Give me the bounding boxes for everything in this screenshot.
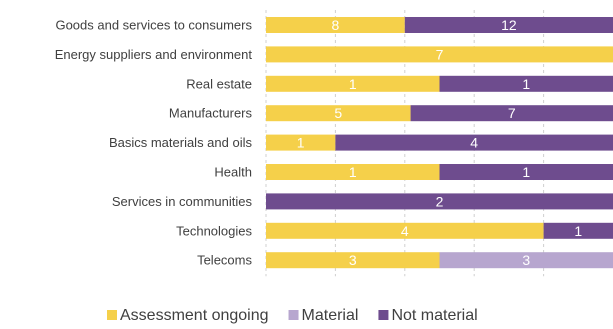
bars: [266, 17, 613, 269]
bar-segment: [439, 164, 613, 180]
data-label: 5: [334, 105, 342, 121]
data-label: 4: [401, 223, 409, 239]
bar-segment: [335, 134, 613, 151]
bar-segment: [439, 252, 613, 269]
bar-segment: [404, 17, 613, 33]
legend-label: Not material: [391, 307, 477, 324]
data-label: 1: [522, 164, 530, 180]
data-label: 12: [501, 17, 517, 33]
data-label: 1: [574, 223, 582, 239]
legend-label: Material: [302, 307, 359, 324]
bar-segment: [266, 75, 440, 92]
legend-label: Assessment ongoing: [120, 307, 269, 324]
data-label: 2: [436, 193, 444, 209]
category-label: Real estate: [186, 76, 252, 91]
category-labels: Goods and services to consumers Energy su…: [55, 18, 253, 268]
bar-segment: [266, 252, 440, 269]
category-label: Technologies: [176, 223, 252, 238]
category-label: Goods and services to consumers: [55, 18, 252, 33]
data-label: 8: [332, 17, 340, 33]
data-label: 4: [470, 135, 478, 151]
category-label: Energy suppliers and environment: [55, 47, 253, 62]
bar-segment: [266, 105, 411, 122]
category-label: Health: [214, 165, 252, 180]
bar-segment: [266, 164, 440, 180]
category-label: Services in communities: [112, 194, 253, 209]
legend-swatch: [107, 310, 117, 320]
data-label: 7: [508, 105, 516, 121]
category-label: Basics materials and oils: [109, 135, 253, 150]
bar-segment: [543, 222, 613, 239]
bar-segment: [266, 193, 613, 210]
data-label: 7: [436, 46, 444, 62]
bar-segment: [266, 46, 613, 63]
legend-swatch: [378, 310, 389, 320]
bar-segment: [410, 105, 613, 122]
data-label: 1: [297, 135, 305, 151]
data-label: 1: [349, 76, 357, 92]
data-label: 3: [349, 252, 357, 268]
category-label: Manufacturers: [169, 106, 253, 121]
legend-swatch: [288, 310, 299, 320]
data-label: 1: [349, 164, 357, 180]
data-label: 1: [522, 76, 530, 92]
bar-segment: [266, 134, 336, 151]
bar-segment: [439, 75, 613, 92]
category-label: Telecoms: [197, 253, 252, 268]
bar-segment: [266, 222, 544, 239]
data-label: 3: [522, 252, 530, 268]
legend: Assessment ongoing Material Not material: [107, 307, 478, 324]
bar-segment: [266, 17, 405, 33]
